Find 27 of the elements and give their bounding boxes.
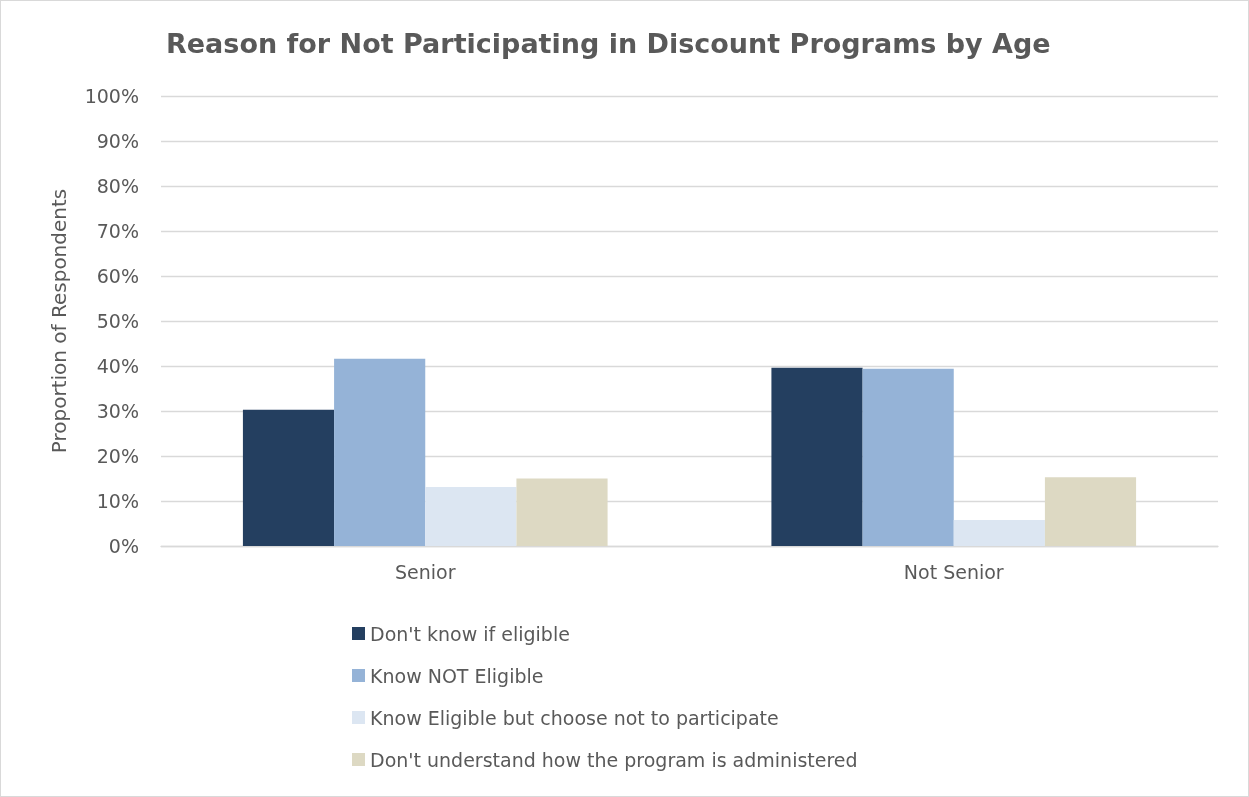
bar — [516, 478, 608, 546]
y-tick-label: 20% — [96, 445, 139, 467]
legend-label: Know NOT Eligible — [370, 664, 544, 687]
bar — [425, 487, 517, 546]
y-tick-label: 50% — [96, 310, 139, 332]
bar — [334, 358, 426, 546]
legend-label: Don't understand how the program is administered — [370, 748, 858, 771]
y-tick-label: 100% — [84, 85, 139, 107]
y-tick-label: 90% — [96, 130, 139, 152]
x-tick-label: Senior — [394, 560, 456, 583]
legend-label: Don't know if eligible — [370, 622, 570, 645]
y-tick-label: 60% — [96, 265, 139, 287]
bar — [862, 368, 954, 546]
y-tick-label: 30% — [96, 400, 139, 422]
y-axis-title: Proportion of Respondents — [47, 188, 71, 454]
y-tick-label: 40% — [96, 355, 139, 377]
x-tick-label: Not Senior — [903, 560, 1004, 583]
y-tick-label: 70% — [96, 220, 139, 242]
bar — [242, 409, 335, 546]
y-tick-label: 80% — [96, 175, 139, 197]
bar — [771, 367, 863, 546]
y-tick-label: 10% — [96, 490, 139, 512]
y-tick-label: 0% — [108, 535, 139, 557]
bar — [953, 519, 1045, 546]
chart-title: Reason for Not Participating in Discount Programs by Age — [166, 28, 1051, 59]
legend-label: Know Eligible but choose not to participate — [370, 706, 779, 729]
bar — [1044, 477, 1137, 546]
